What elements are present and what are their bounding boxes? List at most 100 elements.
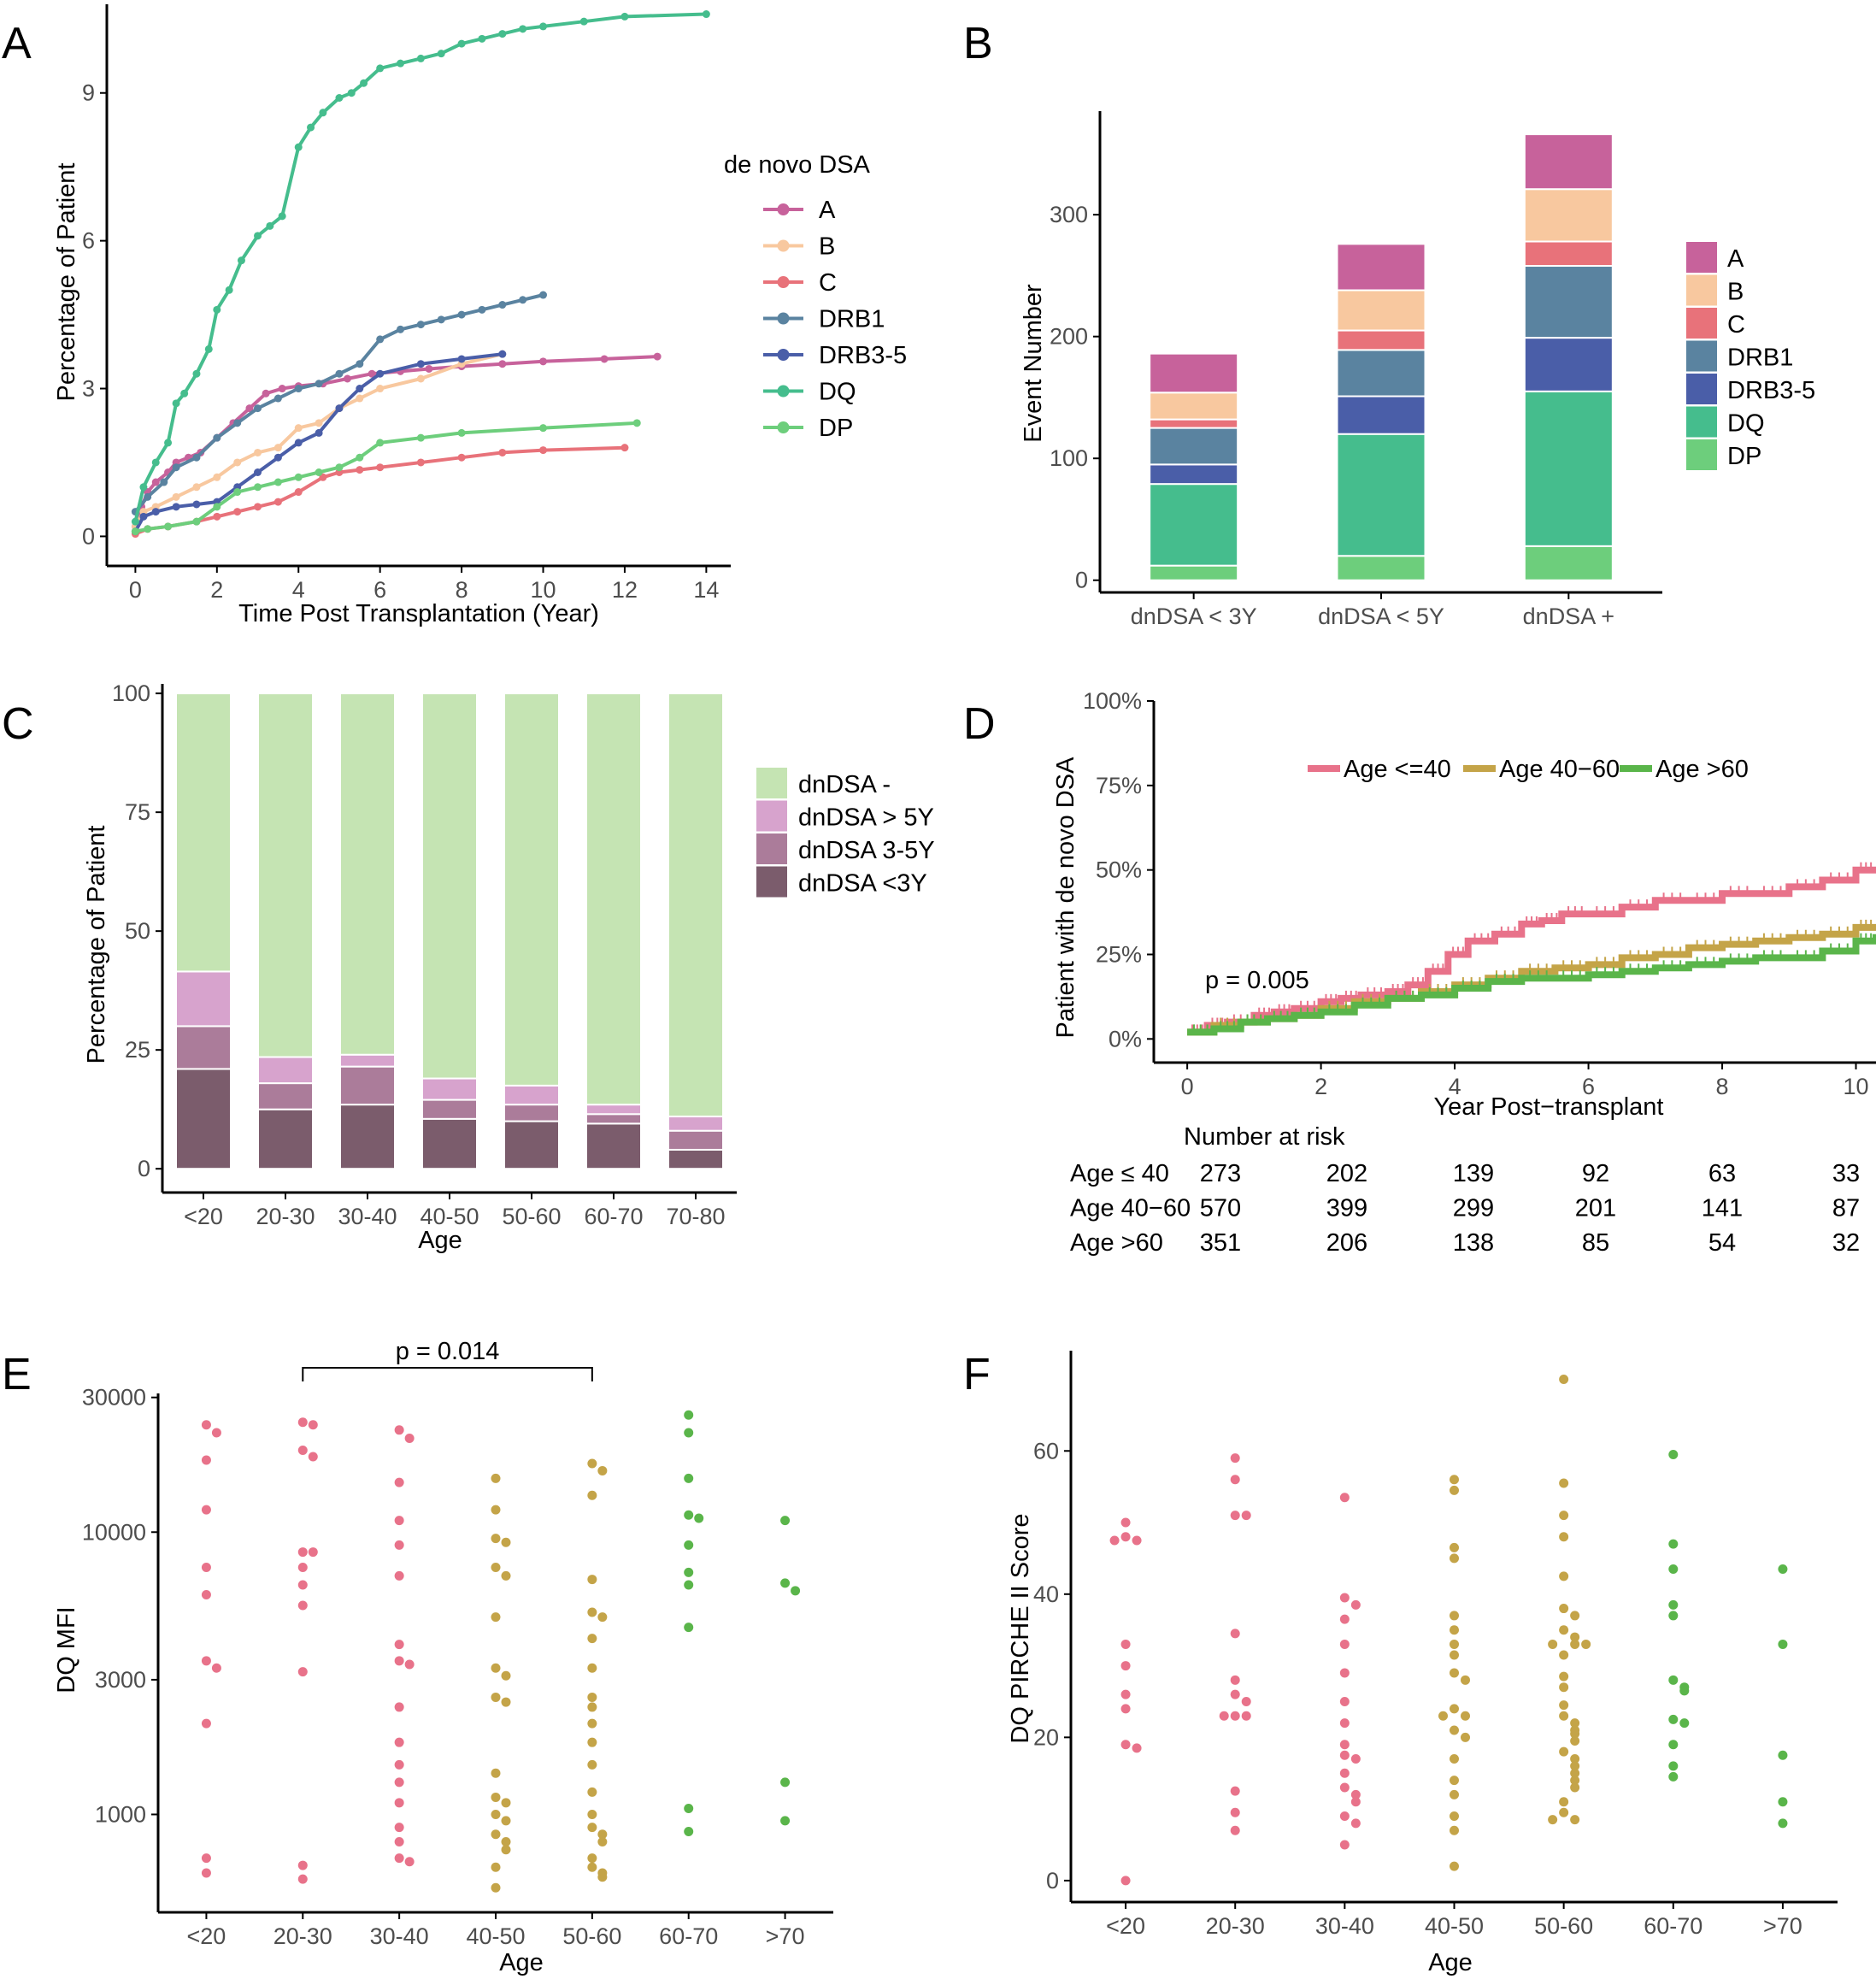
panel-e-point-50-60: [587, 1607, 597, 1617]
panel-a-point-DRB3-5: [335, 404, 344, 413]
panel-e-point-50-60: [597, 1836, 608, 1846]
panel-c-bar-segment-dnDSA-3Y: [339, 1104, 396, 1170]
panel-a-point-DQ: [478, 34, 486, 43]
panel-d-y-tick-label: 25%: [1096, 941, 1142, 967]
panel-e-point-20-30: [297, 1445, 308, 1455]
panel-e-point-40-50: [491, 1792, 501, 1802]
panel-a-point-DQ: [192, 369, 201, 378]
panel-e-point-50-60: [587, 1702, 597, 1712]
panel-e-point-30-40: [394, 1737, 404, 1747]
panel-a-point-DRB3-5: [254, 468, 262, 476]
panel-f-point--70: [1778, 1818, 1788, 1829]
panel-e-point-20-30: [297, 1580, 308, 1590]
panel-f-point-40-50: [1450, 1611, 1459, 1621]
panel-a-point-DRB3-5: [294, 439, 303, 447]
panel-a-y-axis-title: Percentage of Patient: [53, 163, 80, 402]
panel-e-x-tick-label: 60-70: [659, 1923, 718, 1949]
panel-d-risk-value: 63: [1708, 1160, 1736, 1187]
panel-c-bar-segment-dnDSA-5Y: [421, 1077, 478, 1101]
panel-f-point-30-40: [1350, 1753, 1361, 1764]
panel-b-legend-swatch: [1686, 340, 1717, 372]
panel-e-point--70: [780, 1516, 791, 1526]
panel-f-point-50-60: [1559, 1711, 1569, 1721]
panel-d-risk-value: 206: [1326, 1229, 1367, 1257]
panel-c-y-tick-label: 75: [125, 799, 150, 825]
panel-f-point-50-60: [1570, 1815, 1580, 1825]
panel-e-point-50-60: [587, 1458, 597, 1469]
panel-a-x-tick-label: 10: [530, 577, 556, 603]
panel-f-point-30-40: [1350, 1797, 1361, 1807]
panel-a-point-DRB3-5: [416, 360, 425, 368]
panel-f-point-20-30: [1230, 1807, 1240, 1817]
panel-a-point-DP: [294, 473, 303, 481]
panel-e-point-30-40: [394, 1759, 404, 1770]
panel-f-point-50-60: [1570, 1632, 1580, 1642]
panel-a-point-B: [356, 394, 364, 403]
panel-a-point-DP: [254, 483, 262, 492]
panel-d-y-tick-label: 100%: [1083, 688, 1142, 714]
panel-a-point-A: [498, 360, 507, 368]
panel-e-point-20-30: [297, 1547, 308, 1558]
panel-f-point-20-30: [1230, 1475, 1240, 1485]
panel-b-legend-label: DP: [1727, 443, 1761, 470]
panel-b-bar-segment-A: [1336, 243, 1426, 292]
panel-c-legend-swatch: [756, 800, 787, 832]
panel-a-series-line-DRB1: [133, 293, 544, 513]
panel-a-point-C: [254, 503, 262, 511]
panel-e-point-50-60: [597, 1829, 608, 1840]
panel-a-legend-key-dot: [777, 421, 790, 433]
panel-b-bar-segment-DQ: [1523, 390, 1614, 547]
panel-e-point--70: [791, 1586, 801, 1596]
panel-letter-d: D: [963, 699, 996, 749]
panel-a-point-DRB1: [144, 492, 152, 501]
panel-b-y-tick-label: 0: [1075, 568, 1088, 593]
panel-a-x-tick-label: 8: [456, 577, 468, 603]
panel-c-x-tick-label: 20-30: [256, 1204, 315, 1229]
panel-f-point-30-40: [1339, 1740, 1350, 1750]
panel-a-legend-key-dot: [777, 239, 790, 252]
panel-f-point-30-40: [1339, 1840, 1350, 1850]
panel-a-point-DQ: [294, 143, 303, 151]
panel-c-legend-label: dnDSA -: [798, 771, 891, 798]
panel-c-x-tick-label: <20: [184, 1204, 223, 1229]
panel-a-point-DQ: [437, 50, 445, 58]
panel-a-point-C: [620, 444, 629, 452]
panel-e-point--20: [201, 1590, 211, 1600]
panel-a-point-DQ: [225, 286, 233, 294]
panel-f-point-30-40: [1339, 1768, 1350, 1778]
panel-a-point-A: [653, 352, 662, 361]
panel-a-legend-title: de novo DSA: [724, 151, 871, 179]
panel-f-x-axis-title: Age: [1428, 1949, 1473, 1976]
panel-a-point-DRB1: [160, 478, 168, 486]
panel-e-point--20: [201, 1718, 211, 1729]
panel-d-risk-value: 201: [1575, 1195, 1616, 1222]
panel-c-legend-swatch: [756, 866, 787, 898]
panel-c-bar-segment-dnDSA-5Y: [175, 970, 232, 1028]
panel-b-legend-swatch: [1686, 308, 1717, 339]
panel-f-point-40-50: [1450, 1725, 1459, 1735]
panel-e-y-tick-label: 3000: [95, 1667, 146, 1693]
panel-f-point-30-40: [1350, 1789, 1361, 1799]
panel-e-point--20: [201, 1868, 211, 1878]
panel-f-point-50-60: [1570, 1718, 1580, 1729]
panel-b-bar-segment-DRB3-5: [1523, 337, 1614, 392]
panel-f-point--70: [1778, 1564, 1788, 1574]
panel-f-point-50-60: [1570, 1753, 1580, 1764]
panel-e-point-30-40: [394, 1425, 404, 1435]
panel-f-point-20-30: [1241, 1696, 1251, 1706]
panel-a-legend-label: C: [819, 269, 837, 297]
panel-e-point-30-40: [394, 1516, 404, 1526]
panel-a-point-DRB3-5: [498, 350, 507, 358]
panel-e-point-20-30: [297, 1860, 308, 1870]
panel-d-risk-value: 32: [1832, 1229, 1860, 1257]
panel-a-point-DP: [164, 522, 173, 531]
panel-a-legend-key-dot: [777, 312, 790, 325]
panel-a-point-A: [245, 404, 254, 413]
panel-a-legend-key-dot: [777, 276, 790, 288]
panel-c-bar-segment-dnDSA-5Y: [585, 1104, 642, 1116]
panel-d-x-tick-label: 6: [1582, 1074, 1595, 1099]
panel-a-point-B: [192, 483, 201, 492]
panel-e-point-60-70: [684, 1510, 694, 1520]
panel-a-y-tick-label: 6: [82, 228, 95, 254]
panel-e-point-20-30: [297, 1874, 308, 1884]
